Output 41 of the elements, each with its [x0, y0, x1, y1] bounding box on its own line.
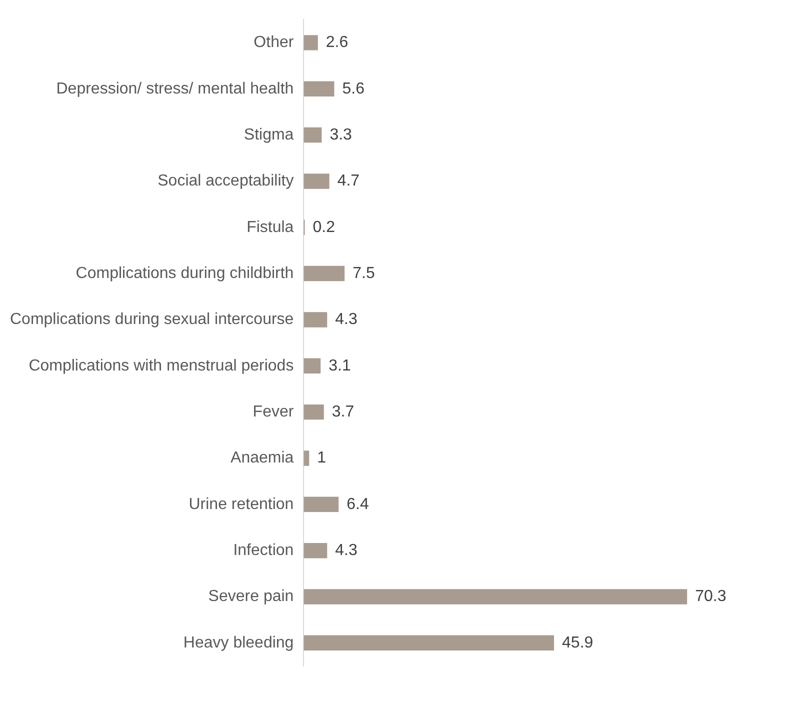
bar [304, 174, 330, 189]
data-label: 45.9 [562, 634, 594, 652]
data-label: 0.2 [312, 218, 336, 236]
bar [304, 312, 328, 328]
bar [304, 496, 339, 512]
y-tick-label: Infection [233, 542, 294, 559]
y-tick-label: Stigma [244, 126, 294, 144]
data-label: 2.6 [326, 34, 348, 52]
bar [304, 635, 554, 651]
data-label: 70.3 [695, 588, 726, 606]
data-label: 7.5 [352, 264, 375, 282]
y-tick-label: Anaemia [230, 450, 294, 467]
data-label: 4.3 [335, 311, 358, 328]
bar [304, 589, 688, 604]
bar [304, 542, 328, 558]
y-tick-label: Fever [252, 403, 294, 420]
data-label: 1 [317, 450, 326, 467]
data-label: 4.3 [335, 542, 358, 559]
bar [304, 266, 345, 282]
y-tick-label: Depression/ stress/ mental health [56, 80, 294, 98]
y-tick-label: Severe pain [208, 588, 294, 606]
data-label: 6.4 [346, 496, 369, 513]
data-label: 3.3 [330, 126, 352, 144]
bar [304, 81, 334, 96]
data-label: 5.6 [342, 80, 365, 98]
y-tick-label: Complications with menstrual periods [28, 357, 294, 374]
y-tick-label: Urine retention [188, 496, 294, 513]
y-tick-label: Social acceptability [158, 172, 294, 190]
y-tick-label: Other [254, 34, 294, 52]
data-label: 3.1 [328, 357, 351, 374]
bar [304, 450, 310, 466]
bar [304, 35, 318, 50]
y-tick-label: Fistula [246, 218, 294, 236]
y-tick-label: Complications during sexual intercourse [10, 311, 294, 328]
bar [304, 404, 324, 420]
data-label: 3.7 [332, 403, 354, 420]
data-label: 4.7 [337, 172, 360, 190]
y-tick-label: Heavy bleeding [183, 634, 294, 652]
bar [304, 127, 322, 143]
bar [304, 358, 321, 374]
y-tick-label: Complications during childbirth [76, 264, 294, 282]
